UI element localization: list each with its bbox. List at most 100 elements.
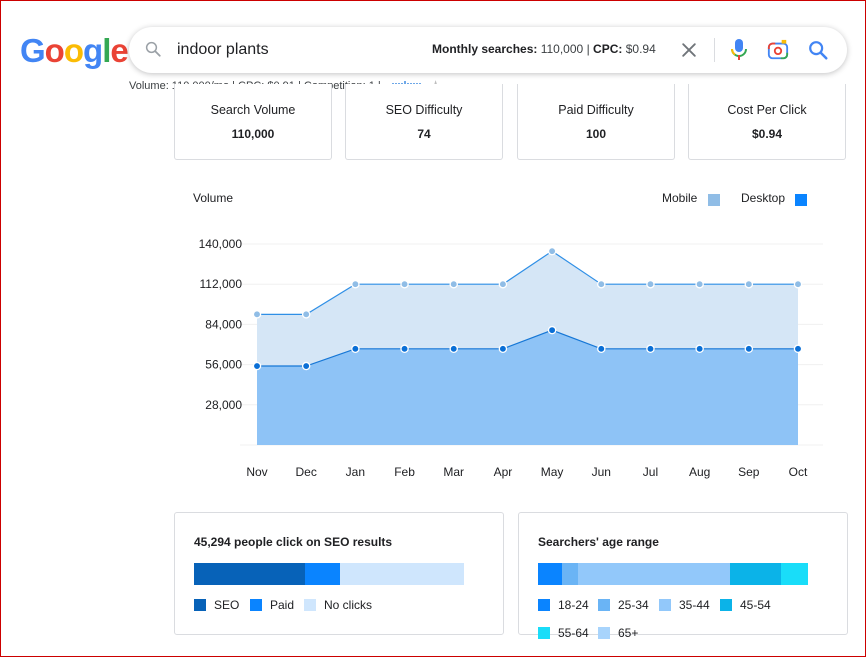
mobile-point bbox=[695, 279, 704, 289]
legend-18-24: 18-24 bbox=[538, 598, 589, 612]
card-seo-difficulty: SEO Difficulty 74 bbox=[345, 84, 503, 160]
card-label: Cost Per Click bbox=[727, 103, 807, 117]
desktop-line bbox=[257, 329, 798, 367]
legend-swatch bbox=[659, 599, 671, 611]
legend-mobile-label: Mobile bbox=[662, 191, 698, 205]
mobile-point bbox=[597, 279, 606, 289]
search-input[interactable]: indoor plants bbox=[177, 41, 269, 58]
search-submit-icon[interactable] bbox=[807, 39, 829, 66]
x-tick-label: Feb bbox=[394, 465, 415, 479]
legend-55-64: 55-64 bbox=[538, 626, 589, 640]
legend-seo: SEO bbox=[194, 598, 239, 612]
bar-segment bbox=[729, 563, 781, 585]
legend-65-plus: 65+ bbox=[598, 626, 638, 640]
logo-letter: e bbox=[110, 32, 128, 69]
legend-label: 65+ bbox=[618, 626, 639, 640]
desktop-point bbox=[646, 344, 655, 354]
legend-paid: Paid bbox=[250, 598, 294, 612]
age-range-bar bbox=[538, 563, 808, 585]
desktop-point bbox=[547, 325, 557, 335]
desktop-point bbox=[695, 344, 704, 354]
card-search-volume: Search Volume 110,000 bbox=[174, 84, 332, 160]
legend-swatch bbox=[598, 599, 610, 611]
legend-swatch bbox=[250, 599, 262, 611]
microphone-icon[interactable] bbox=[730, 38, 748, 67]
card-label: Search Volume bbox=[210, 103, 296, 117]
legend-swatch bbox=[538, 599, 550, 611]
seo-clicks-title: 45,294 people click on SEO results bbox=[194, 535, 393, 549]
legend-swatch bbox=[538, 627, 550, 639]
x-tick-label: Mar bbox=[443, 465, 464, 479]
divider bbox=[714, 38, 715, 62]
mobile-point bbox=[793, 279, 803, 289]
legend-desktop-swatch[interactable] bbox=[795, 194, 807, 206]
card-value: $0.94 bbox=[751, 127, 783, 141]
legend-swatch bbox=[720, 599, 732, 611]
legend-label: 55-64 bbox=[558, 626, 589, 640]
x-tick-label: Oct bbox=[789, 465, 808, 479]
card-value: 74 bbox=[417, 127, 431, 141]
bar-segment bbox=[304, 563, 340, 585]
desktop-point bbox=[498, 344, 508, 354]
legend-swatch bbox=[598, 627, 610, 639]
desktop-point bbox=[597, 344, 606, 354]
legend-swatch bbox=[304, 599, 316, 611]
legend-label: 18-24 bbox=[558, 598, 589, 612]
x-tick-label: Aug bbox=[689, 465, 710, 479]
desktop-point bbox=[744, 344, 754, 354]
logo-letter: o bbox=[44, 32, 65, 69]
card-value: 110,000 bbox=[231, 127, 275, 141]
x-tick-label: Dec bbox=[296, 465, 317, 479]
monthly-searches-label: Monthly searches: bbox=[432, 42, 538, 56]
x-tick-label: Jan bbox=[346, 465, 365, 479]
age-range-title: Searchers' age range bbox=[538, 535, 659, 549]
legend-35-44: 35-44 bbox=[659, 598, 710, 612]
bar-segment bbox=[562, 563, 579, 585]
bar-segment bbox=[339, 563, 464, 585]
seo-clicks-panel: 45,294 people click on SEO results SEO P… bbox=[174, 512, 504, 635]
clear-icon[interactable] bbox=[679, 40, 699, 65]
desktop-point bbox=[301, 361, 311, 371]
x-tick-label: Nov bbox=[246, 465, 267, 479]
bar-segment bbox=[194, 563, 305, 585]
seo-clicks-bar bbox=[194, 563, 464, 585]
mobile-point bbox=[351, 279, 360, 289]
legend-mobile-swatch[interactable] bbox=[708, 194, 720, 206]
mobile-point bbox=[301, 310, 311, 319]
mobile-point bbox=[400, 279, 409, 289]
x-tick-label: Apr bbox=[494, 465, 513, 479]
mobile-point bbox=[449, 279, 458, 289]
desktop-point bbox=[252, 361, 262, 371]
bar-segment bbox=[538, 563, 563, 585]
legend-swatch bbox=[194, 599, 206, 611]
logo-letter: o bbox=[63, 32, 84, 69]
google-logo[interactable]: Google bbox=[20, 32, 129, 69]
legend-label: SEO bbox=[214, 598, 240, 612]
age-range-panel: Searchers' age range 18-24 25-34 35-44 4… bbox=[518, 512, 848, 640]
logo-letter: G bbox=[20, 32, 46, 69]
mobile-line bbox=[257, 250, 798, 315]
logo-letter: l bbox=[102, 32, 111, 69]
bar-segment bbox=[578, 563, 730, 585]
legend-label: 35-44 bbox=[679, 598, 710, 612]
x-tick-label: Jul bbox=[643, 465, 658, 479]
legend-label: 45-54 bbox=[740, 598, 771, 612]
legend-label: Paid bbox=[270, 598, 295, 612]
desktop-point bbox=[400, 344, 409, 354]
legend-45-54: 45-54 bbox=[720, 598, 771, 612]
separator: | bbox=[586, 42, 590, 56]
search-icon bbox=[144, 40, 162, 63]
y-tick-label: 56,000 bbox=[205, 358, 242, 372]
monthly-searches-value: 110,000 bbox=[540, 42, 584, 56]
chart-title: Volume bbox=[193, 191, 234, 205]
card-value: 100 bbox=[585, 127, 607, 141]
desktop-area bbox=[257, 330, 798, 445]
cpc-label: CPC: bbox=[593, 42, 623, 56]
camera-lens-icon[interactable] bbox=[767, 39, 789, 66]
y-tick-label: 112,000 bbox=[200, 277, 243, 291]
legend-label: 25-34 bbox=[618, 598, 649, 612]
card-cost-per-click: Cost Per Click $0.94 bbox=[688, 84, 846, 160]
x-tick-label: Jun bbox=[592, 465, 611, 479]
search-bar[interactable]: indoor plants Monthly searches: 110,000 … bbox=[129, 27, 847, 73]
desktop-point bbox=[449, 344, 458, 354]
